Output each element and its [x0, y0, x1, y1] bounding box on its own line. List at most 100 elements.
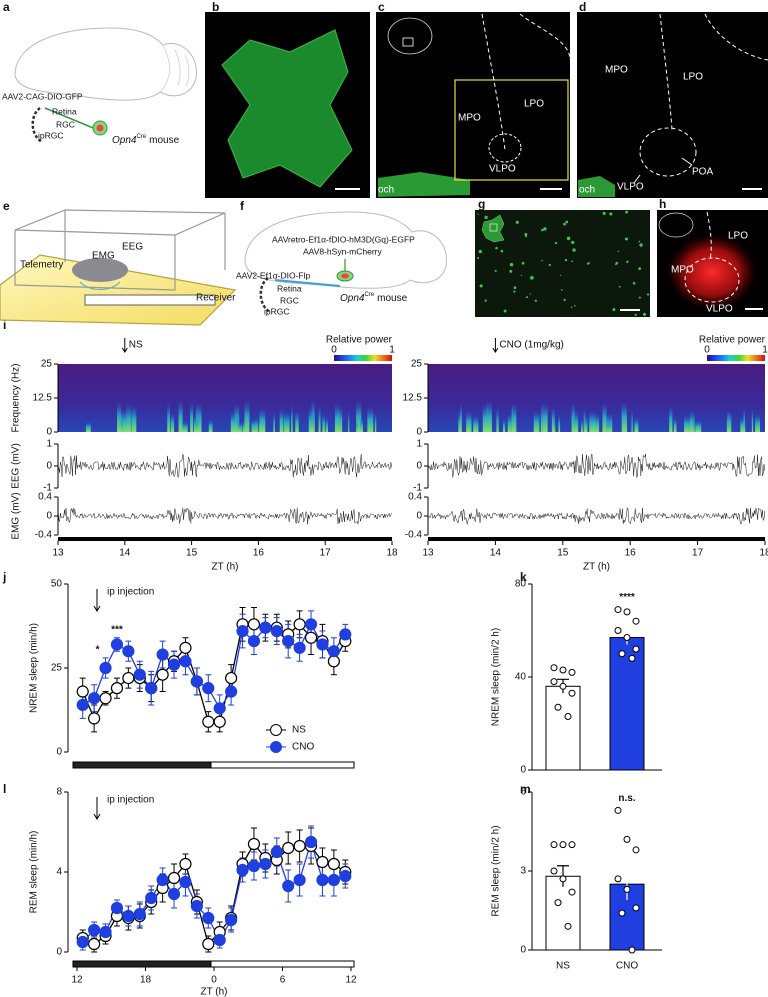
y-tick-label: -1	[413, 483, 422, 494]
point	[327, 873, 340, 887]
cell	[543, 227, 547, 231]
legend-marker	[270, 741, 282, 753]
spectrogram-burst	[338, 407, 342, 432]
y-tick-label: 0	[416, 461, 422, 472]
pointer	[633, 174, 641, 184]
spectrogram-burst	[170, 412, 175, 432]
cell	[632, 281, 636, 285]
point	[559, 682, 567, 690]
spectrogram-burst	[167, 402, 170, 432]
cell	[638, 267, 642, 271]
point	[167, 887, 181, 901]
x-tick-label: 15	[186, 548, 198, 559]
spectrogram-burst	[684, 414, 690, 432]
spectrogram-burst	[512, 402, 517, 432]
spectrogram-burst	[259, 408, 266, 432]
panel-label: l	[3, 782, 6, 796]
spectrogram-burst	[340, 406, 343, 432]
point	[88, 937, 101, 951]
point	[236, 863, 249, 877]
time-bar	[58, 537, 392, 541]
x-tick-label: CNO	[616, 961, 638, 972]
point	[167, 658, 181, 671]
spectrogram-burst	[356, 400, 362, 432]
y-tick-label: 4	[56, 867, 62, 878]
y-tick-label: 3	[520, 866, 526, 877]
panel-labels: a b c d e f g h i j k l m	[2, 0, 666, 796]
point	[202, 911, 215, 925]
point	[167, 871, 181, 885]
spectrogram-burst	[607, 420, 612, 432]
spectrogram-burst	[273, 411, 275, 432]
point	[316, 855, 329, 869]
cell	[541, 259, 543, 262]
y-tick-label: 12.5	[403, 393, 423, 404]
point	[202, 937, 215, 951]
x-tick-label: 16	[253, 548, 265, 559]
error-bar	[621, 867, 633, 900]
colorbar	[334, 355, 392, 361]
point	[247, 859, 261, 873]
spectrogram-burst	[542, 402, 548, 432]
y-axis-label: EMG (mV)	[11, 492, 22, 539]
x-axis-label: ZT (h)	[583, 562, 610, 573]
spectrogram-burst	[242, 420, 245, 432]
panel-b	[205, 12, 370, 198]
point	[554, 899, 562, 907]
point	[236, 624, 249, 638]
retina-label: Retina	[52, 106, 77, 116]
point	[88, 692, 101, 705]
cell	[615, 261, 619, 265]
spectrogram-burst	[581, 419, 583, 432]
spectrogram-burst	[551, 407, 555, 432]
spectrogram-burst	[573, 410, 579, 432]
rgc-label: RGC	[280, 295, 299, 305]
spectrogram-burst	[178, 400, 183, 432]
region-label: VLPO	[617, 182, 644, 193]
point	[202, 715, 215, 728]
point	[270, 624, 283, 638]
spectrogram-burst	[540, 403, 543, 432]
panel-label: i	[3, 318, 6, 332]
cell	[588, 262, 591, 264]
point	[568, 668, 576, 676]
rgc-label: RGC	[56, 119, 75, 129]
y-axis-label: EEG (mV)	[11, 443, 22, 489]
x-tick-label: 14	[119, 548, 131, 559]
spectrogram-burst	[533, 410, 540, 432]
panel-label: k	[520, 570, 527, 584]
point	[202, 682, 215, 695]
x-tick-label: 17	[692, 548, 704, 559]
cell	[503, 309, 507, 313]
panel-label: j	[2, 570, 6, 584]
colorbar-tick: 1	[389, 345, 395, 356]
spectrogram-burst	[208, 419, 213, 432]
cell	[477, 257, 479, 260]
spectrogram-burst	[230, 410, 235, 432]
panel-label: h	[659, 197, 666, 211]
spectrogram-burst	[235, 414, 239, 432]
spectrogram-burst	[589, 410, 595, 432]
x-tick-label: 12	[345, 975, 357, 986]
point	[550, 867, 558, 875]
spectrogram-burst	[594, 413, 600, 432]
point	[550, 678, 558, 686]
pointer	[681, 157, 693, 166]
cell	[618, 285, 621, 288]
arrow	[93, 797, 101, 820]
spectrogram-burst	[318, 405, 321, 432]
x-tick-label: 14	[490, 548, 502, 559]
point	[554, 703, 562, 711]
point	[213, 715, 226, 728]
spectrogram-burst	[621, 401, 627, 432]
spectrogram-burst	[295, 410, 299, 432]
device-label: Receiver	[196, 293, 236, 304]
spectrogram-burst	[689, 410, 695, 432]
y-tick-label: 12.5	[33, 393, 53, 404]
y-tick-label: 0	[416, 427, 422, 438]
inset-box	[489, 223, 498, 232]
legend-marker	[270, 724, 282, 736]
signal-wave	[79, 281, 121, 291]
mcherry-signal	[667, 234, 757, 310]
